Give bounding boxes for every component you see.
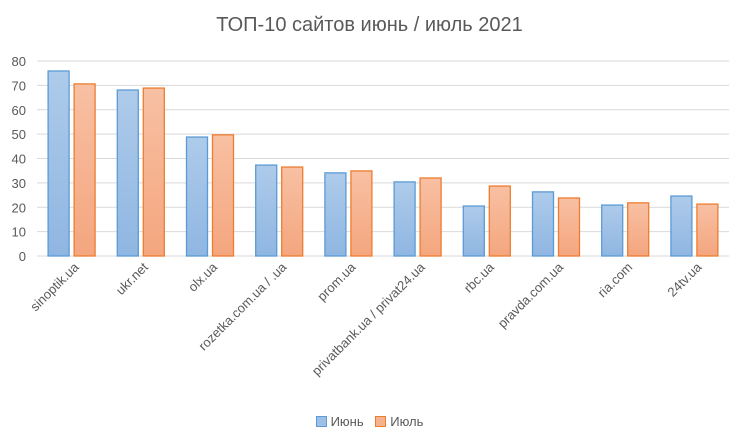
x-tick-label: prom.ua [314, 259, 359, 304]
x-tick-label: ukr.net [113, 259, 151, 297]
bar-july [557, 197, 581, 257]
bar-july [350, 170, 373, 257]
bar-june [47, 70, 70, 257]
y-tick-label: 60 [12, 103, 26, 118]
legend-item-july: Июль [375, 414, 423, 429]
bar-july [211, 134, 235, 257]
legend: Июнь Июль [0, 414, 739, 430]
x-tick-label: privatbank.ua / privat24.ua [309, 259, 428, 378]
bar-july [73, 83, 96, 257]
x-tick-label: olx.ua [185, 259, 221, 295]
x-tick-label: rbc.ua [461, 259, 498, 296]
bar-june [185, 136, 209, 257]
x-tick-label: pravda.com.ua [495, 259, 567, 331]
bar-july [488, 185, 511, 257]
x-tick-label: 24tv.ua [664, 259, 705, 300]
bar-june [324, 172, 347, 257]
x-tick-label: ria.com [595, 260, 636, 301]
legend-label: Июль [390, 414, 424, 429]
bar-june [670, 195, 693, 257]
bar-july [627, 202, 650, 257]
bar-july [696, 203, 719, 257]
y-tick-label: 10 [12, 225, 26, 240]
legend-swatch [375, 416, 387, 427]
legend-label: Июнь [330, 414, 364, 429]
x-tick-label: sinoptik.ua [27, 259, 82, 314]
y-tick-label: 30 [12, 176, 26, 191]
y-tick-label: 70 [12, 78, 26, 93]
bar-june [531, 191, 555, 257]
y-tick-label: 80 [12, 54, 26, 69]
y-tick-label: 20 [12, 200, 26, 215]
bar-june [393, 181, 416, 257]
bar-july [419, 177, 442, 257]
legend-item-june: Июнь [315, 414, 364, 429]
bar-july [281, 166, 304, 257]
bar-june [116, 89, 139, 257]
legend-swatch [315, 416, 327, 427]
y-tick-label: 50 [12, 127, 26, 142]
chart-title: ТОП-10 сайтов июнь / июль 2021 [216, 14, 523, 36]
y-tick-label: 0 [19, 249, 26, 264]
bar-june [601, 204, 624, 257]
y-tick-label: 40 [12, 152, 26, 167]
bar-june [462, 205, 485, 257]
bar-july [142, 87, 165, 257]
bar-june [255, 164, 278, 257]
